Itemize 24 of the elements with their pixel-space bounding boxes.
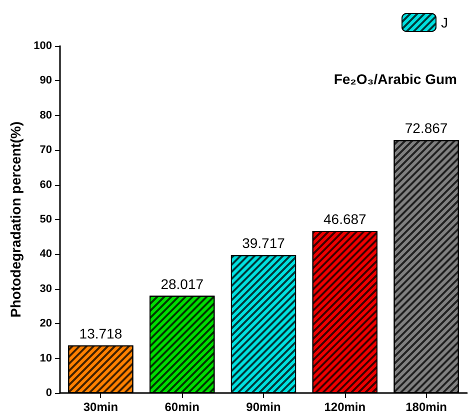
x-tick-label: 90min <box>246 400 281 414</box>
y-tick-label: 0 <box>46 387 52 399</box>
y-tick-label: 20 <box>40 318 52 330</box>
data-label: 13.718 <box>79 325 122 342</box>
x-tick-label: 60min <box>164 400 200 414</box>
legend-label: J <box>441 14 448 30</box>
y-tick-label: 40 <box>40 248 52 260</box>
y-tick-label: 100 <box>34 40 52 52</box>
data-label: 46.687 <box>323 210 367 227</box>
y-tick-label: 60 <box>40 178 52 191</box>
y-tick-label: 90 <box>40 74 52 87</box>
annotation: Fe₂O₃/Arabic Gum <box>334 71 458 87</box>
x-tick-label: 120min <box>324 400 366 414</box>
y-tick-label: 30 <box>40 282 52 295</box>
data-label: 39.717 <box>242 235 286 252</box>
y-axis-title: Photodegradation percent(%) <box>8 121 24 318</box>
y-tick-label: 70 <box>40 144 52 156</box>
data-label: 72.867 <box>404 120 448 136</box>
x-tick-label: 30min <box>83 400 118 414</box>
data-label: 28.017 <box>160 276 204 292</box>
y-tick-label: 80 <box>40 109 52 122</box>
y-tick-label: 50 <box>40 214 52 226</box>
x-tick-label: 180min <box>406 400 447 414</box>
y-tick-label: 10 <box>40 352 52 364</box>
